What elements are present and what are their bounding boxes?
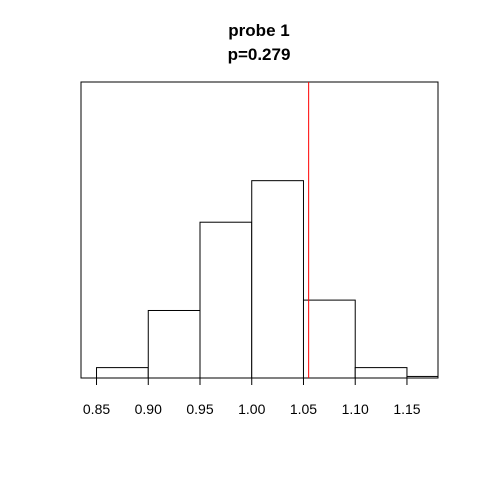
- histogram-bar: [251, 180, 304, 379]
- histogram-bar: [147, 309, 201, 379]
- bars-group: [96, 180, 439, 379]
- x-tick-label: 1.15: [393, 401, 420, 417]
- x-tick-label: 0.90: [135, 401, 162, 417]
- chart-title: probe 1: [228, 21, 289, 40]
- histogram-bar: [96, 367, 149, 379]
- histogram-bar: [199, 221, 253, 379]
- x-tick-label: 1.05: [290, 401, 317, 417]
- x-tick-label: 1.10: [342, 401, 369, 417]
- x-tick-label: 1.00: [238, 401, 265, 417]
- x-axis: 0.85 0.90 0.95 1.00 1.05 1.10 1.15: [83, 377, 421, 417]
- x-tick-label: 0.85: [83, 401, 110, 417]
- histogram-bar: [302, 299, 356, 379]
- chart-subtitle: p=0.279: [228, 45, 291, 64]
- x-tick-label: 0.95: [186, 401, 213, 417]
- histogram-bar: [354, 367, 408, 379]
